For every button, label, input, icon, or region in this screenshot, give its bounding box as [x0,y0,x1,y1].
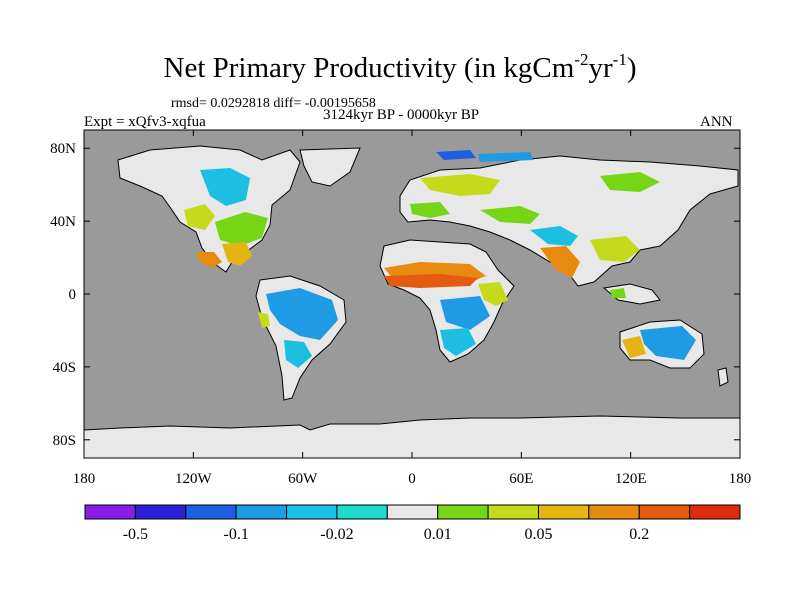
us-east-region [215,212,268,246]
time-period-label: 3124kyr BP - 0000kyr BP [323,107,480,123]
lon-tick-label: 60W [288,471,318,487]
latitude-axis: 80N 40N 0 40S 80S [50,141,740,449]
colorbar-label: 0.01 [424,526,452,543]
lat-tick-label: 0 [69,287,77,303]
colorbar-box [336,504,388,520]
canada-change-region [200,168,250,206]
colorbar-box [84,504,136,520]
colorbar-label: -0.1 [223,526,248,543]
rmsd-diff-stats: rmsd= 0.0292818 diff= -0.00195658 [171,96,376,111]
india-region [540,246,580,278]
map-title: Net Primary Productivity (in kgCm-2yr-1) [163,50,637,84]
australia-interior-region [640,326,696,360]
mexico-west-region [196,252,222,268]
congo-region [440,296,490,330]
south-america-south-region [284,340,312,368]
colorbar-box [588,504,640,520]
colorbar-box [185,504,237,520]
lat-tick-label: 40N [50,214,76,230]
asia-patch-region [530,226,578,246]
amazon-region [266,288,338,340]
mexico-region [222,242,252,266]
colorbar-box [235,504,288,520]
colorbar-box [689,504,741,520]
southern-africa-region [440,328,476,356]
us-west-region [184,204,215,230]
longitude-axis: 180 120W 60W 0 60E 120E 180 [73,130,752,487]
lon-tick-label: 120W [175,471,213,487]
sahel-core-region [384,274,478,288]
colorbar-label: 0.2 [629,526,649,543]
lat-tick-label: 80N [50,141,76,157]
new-zealand [717,367,729,387]
lat-tick-label: 80S [53,433,76,449]
east-asia-region [590,236,640,262]
andes-region [258,312,270,328]
europe-west-region [410,202,450,218]
colorbar-label: 0.05 [524,526,552,543]
central-asia-region [480,206,540,224]
greenland [299,147,361,187]
lon-tick-label: 0 [408,471,416,487]
lon-tick-label: 120E [615,471,647,487]
colorbar-box [134,504,187,520]
colorbar-box [638,504,691,520]
antarctica [84,415,740,458]
svalbard-region [436,150,476,160]
colorbar-box [487,504,539,520]
indonesia-region [610,288,626,298]
experiment-label: Expt = xQfv3-xqfua [84,114,206,130]
arctic-russia-region [478,152,534,162]
lat-tick-label: 40S [53,360,76,376]
colorbar: -0.5 -0.1 -0.02 0.01 0.05 0.2 [84,504,741,543]
colorbar-box [537,504,590,520]
colorbar-label: -0.02 [320,526,353,543]
lon-tick-label: 180 [729,471,752,487]
siberia-region [600,172,660,192]
australia-west-region [622,336,646,358]
east-africa-region [478,282,508,306]
lon-tick-label: 60E [509,471,533,487]
lon-tick-label: 180 [73,471,96,487]
colorbar-label: -0.5 [123,526,148,543]
europe-north-region [420,174,500,196]
colorbar-box [286,504,338,520]
colorbar-box [386,504,439,520]
colorbar-box [437,504,489,520]
season-label: ANN [700,114,733,130]
